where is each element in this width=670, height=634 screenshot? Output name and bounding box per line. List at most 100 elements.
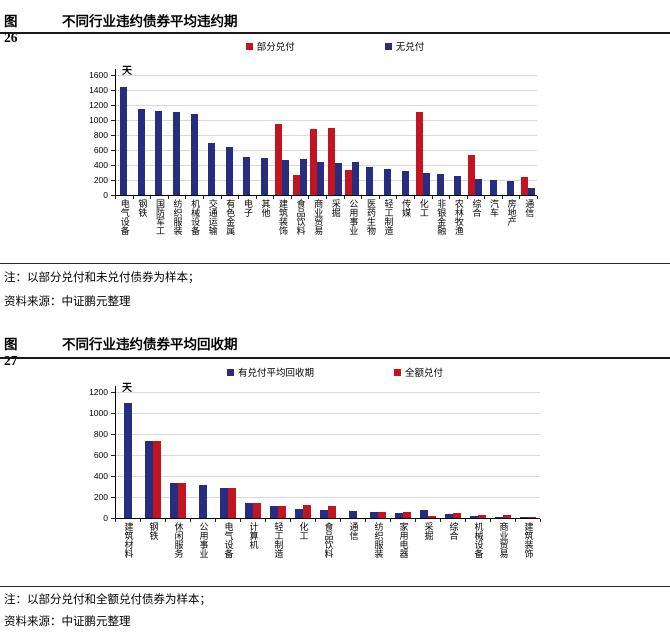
x-axis-category-label: 食品饮料 — [295, 199, 306, 235]
figure26-note: 注：以部分兑付和未兑付债券为样本； — [4, 272, 200, 284]
bar-blue — [155, 111, 163, 195]
y-axis-tick-label: 1200 — [89, 100, 108, 110]
bar-blue — [225, 147, 233, 195]
chart-legend: 有兑付平均回收期 全额兑付 — [0, 365, 670, 379]
x-axis-tick — [440, 519, 441, 522]
x-axis-category-label: 建筑装饰 — [523, 522, 534, 558]
x-axis-category-label: 综合 — [448, 522, 459, 540]
bar-blue — [120, 87, 128, 195]
y-axis-tick-label: 600 — [93, 145, 108, 155]
x-axis-tick — [132, 196, 134, 199]
x-axis-category-label: 纺织服装 — [373, 522, 384, 558]
figure27-note: 注：以部分兑付和全额兑付债券为样本； — [4, 594, 211, 606]
legend-label: 部分兑付 — [256, 42, 295, 53]
divider-under-title27 — [0, 357, 670, 359]
bar-blue — [123, 403, 132, 518]
y-axis-tick — [111, 75, 115, 76]
y-axis-line — [115, 69, 116, 196]
y-axis-tick-label: 1400 — [89, 85, 108, 95]
bar-blue — [198, 485, 207, 518]
y-axis-tick-label: 400 — [93, 160, 108, 170]
figure26-title: 不同行业违约债券平均违约期 — [62, 14, 238, 29]
bar-blue — [208, 142, 216, 195]
bar-red — [452, 513, 461, 518]
y-axis-tick — [111, 434, 115, 435]
y-axis-tick-label: 1600 — [89, 70, 108, 80]
x-axis-category-label: 商业贸易 — [313, 199, 324, 235]
x-axis-tick — [365, 519, 366, 522]
bar-red — [477, 514, 486, 518]
y-axis-tick-label: 600 — [93, 450, 108, 460]
bar-red — [527, 516, 536, 518]
x-axis-tick — [290, 519, 291, 522]
x-axis-tick — [238, 196, 240, 199]
x-axis-category-label: 公用事业 — [348, 199, 359, 235]
x-axis-category-label: 非银金融 — [436, 199, 447, 235]
gridline — [115, 392, 540, 393]
y-axis-tick — [111, 105, 115, 106]
x-axis-tick — [215, 519, 216, 522]
x-axis-category-label: 采掘 — [330, 199, 341, 217]
x-axis-tick — [115, 519, 116, 522]
bar-red — [502, 515, 511, 518]
y-axis-tick-label: 1200 — [89, 387, 108, 397]
x-axis-category-label: 公用事业 — [198, 522, 209, 558]
x-axis-tick — [361, 196, 363, 199]
bar-red — [402, 512, 411, 518]
x-axis-category-label: 建筑装饰 — [278, 199, 289, 235]
x-axis-tick — [167, 196, 169, 199]
y-axis-tick — [111, 150, 115, 151]
gridline — [115, 180, 537, 181]
x-axis-category-label: 化工 — [418, 199, 429, 217]
y-axis-tick — [111, 476, 115, 477]
gridline — [115, 105, 537, 106]
gridline — [115, 165, 537, 166]
bar-blue — [269, 505, 278, 518]
bar-red — [177, 482, 186, 518]
bar-red — [345, 170, 353, 195]
x-axis-line — [115, 195, 537, 196]
bar-blue — [475, 179, 483, 195]
x-axis-category-label: 机械设备 — [473, 522, 484, 558]
x-axis-category-label: 其他 — [260, 199, 271, 217]
figure27-title: 不同行业违约债券平均回收期 — [62, 337, 238, 352]
x-axis-tick — [240, 519, 241, 522]
figure26-source: 资料来源：中证鹏元整理 — [4, 296, 131, 308]
x-axis-tick — [343, 196, 345, 199]
bar-red — [152, 440, 161, 518]
gridline — [115, 150, 537, 151]
legend-swatch-blue — [384, 42, 392, 50]
x-axis-category-label: 食品饮料 — [323, 522, 334, 558]
bar-blue — [282, 159, 290, 195]
bar-blue — [334, 162, 342, 195]
bar-blue — [319, 510, 328, 518]
bar-red — [327, 128, 335, 195]
y-axis-tick — [111, 135, 115, 136]
bar-red — [275, 123, 283, 195]
bar-blue — [469, 515, 478, 518]
x-axis-tick — [340, 519, 341, 522]
x-axis-category-label: 电气设备 — [223, 522, 234, 558]
legend-item: 部分兑付 — [245, 39, 295, 53]
chart-figure26: 部分兑付 无兑付 0 200 400 600 800 1000 1200 1400 1600 天电气设… — [0, 0, 670, 260]
bar-blue — [369, 512, 378, 518]
divider-above-note26 — [0, 263, 670, 264]
x-axis-tick — [537, 196, 538, 199]
legend-item: 无兑付 — [384, 39, 425, 53]
x-axis-category-label: 传媒 — [401, 199, 412, 217]
x-axis-category-label: 综合 — [471, 199, 482, 217]
bar-blue — [352, 162, 360, 195]
x-axis-category-label: 商业贸易 — [498, 522, 509, 558]
x-axis-tick — [466, 196, 468, 199]
y-axis-tick-label: 1000 — [89, 408, 108, 418]
legend-label: 有兑付平均回收期 — [237, 368, 314, 379]
gridline — [115, 434, 540, 435]
x-axis-tick — [290, 196, 292, 199]
legend-label: 无兑付 — [395, 42, 425, 53]
x-axis-tick — [413, 196, 415, 199]
figure27-tag: 图27 — [4, 337, 18, 368]
x-axis-tick — [465, 519, 466, 522]
y-axis-tick-label: 800 — [93, 429, 108, 439]
x-axis-tick — [185, 196, 187, 199]
x-axis-category-label: 纺织服装 — [172, 199, 183, 235]
